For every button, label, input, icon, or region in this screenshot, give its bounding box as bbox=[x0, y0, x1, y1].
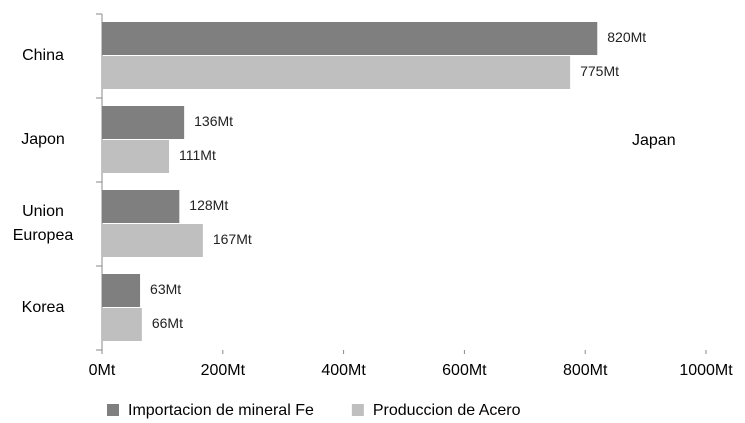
y-tick-label: Japon bbox=[21, 131, 65, 148]
y-tick-label: Korea bbox=[22, 299, 65, 316]
y-tick-label: China bbox=[22, 47, 64, 64]
x-tick-label: 200Mt bbox=[201, 362, 246, 379]
value-label: 820Mt bbox=[607, 29, 646, 45]
value-label: 63Mt bbox=[150, 281, 181, 297]
legend-swatch bbox=[351, 404, 364, 416]
annotation: Japan bbox=[632, 132, 676, 149]
value-label: 167Mt bbox=[213, 231, 252, 247]
x-tick-label: 0Mt bbox=[89, 362, 116, 379]
bar bbox=[102, 140, 170, 173]
x-tick-label: 1000Mt bbox=[679, 362, 733, 379]
value-label: 136Mt bbox=[194, 113, 233, 129]
bar bbox=[102, 308, 142, 341]
value-label: 66Mt bbox=[152, 315, 183, 331]
legend-swatch bbox=[107, 404, 119, 416]
bar bbox=[102, 224, 203, 257]
legend-label: Produccion de Acero bbox=[373, 402, 521, 419]
bar bbox=[102, 190, 180, 223]
x-tick-label: 600Mt bbox=[442, 362, 487, 379]
legend-label: Importacion de mineral Fe bbox=[128, 402, 314, 419]
bar bbox=[102, 274, 141, 307]
bar bbox=[102, 22, 598, 55]
y-tick-label: Union Europea bbox=[13, 203, 74, 244]
value-label: 775Mt bbox=[580, 63, 619, 79]
bar bbox=[102, 56, 571, 89]
x-tick-label: 800Mt bbox=[563, 362, 608, 379]
x-tick-label: 400Mt bbox=[321, 362, 366, 379]
value-label: 111Mt bbox=[179, 147, 216, 163]
value-label: 128Mt bbox=[189, 197, 228, 213]
bar bbox=[102, 106, 185, 139]
